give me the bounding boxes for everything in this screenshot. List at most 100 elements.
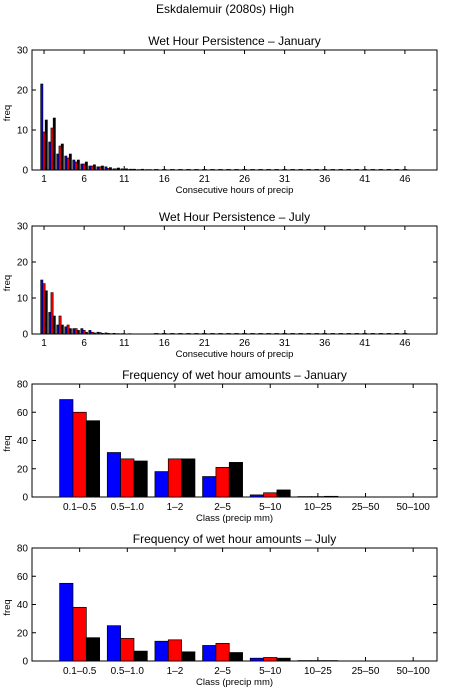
bar (64, 326, 68, 335)
bar (141, 168, 144, 171)
y-axis-label: freq (2, 599, 13, 615)
x-tick-label: 0.1–0.5 (63, 502, 97, 513)
bar (181, 458, 196, 498)
bar (98, 166, 102, 171)
bar (90, 165, 94, 171)
bar (125, 168, 128, 171)
bar (40, 83, 44, 171)
bar (109, 167, 112, 171)
chart-title: Wet Hour Persistence – July (159, 210, 310, 224)
bar (106, 452, 121, 498)
x-axis-label: Class (precip mm) (196, 677, 273, 688)
y-axis-label: freq (2, 105, 13, 121)
bar (276, 657, 291, 662)
chart-panels: Wet Hour Persistence – January0102030fre… (2, 34, 438, 688)
x-tick-label: 50–100 (396, 502, 430, 513)
chart-title: Frequency of wet hour amounts – July (133, 532, 336, 546)
bar (133, 168, 136, 171)
bar (114, 168, 118, 171)
bar (68, 328, 72, 335)
x-tick-label: 5–10 (259, 502, 282, 513)
x-tick-label: 1 (41, 174, 47, 185)
bar (84, 161, 88, 171)
bar (52, 117, 56, 171)
bar (59, 582, 74, 662)
bar (48, 312, 52, 335)
x-tick-label: 16 (159, 338, 171, 349)
y-tick-label: 20 (17, 86, 29, 97)
x-tick-label: 6 (81, 174, 87, 185)
y-tick-label: 80 (17, 380, 29, 391)
x-tick-label: 2–5 (214, 502, 231, 513)
bar (85, 637, 101, 662)
bar (120, 168, 124, 171)
bar (130, 168, 134, 171)
bar (112, 168, 116, 171)
y-tick-label: 10 (17, 126, 29, 137)
bar (66, 157, 70, 171)
y-tick-label: 40 (17, 600, 29, 611)
bar (76, 159, 80, 171)
bar (154, 471, 169, 498)
y-tick-label: 60 (17, 408, 29, 419)
bar (50, 292, 54, 335)
bar (92, 332, 96, 335)
bar (167, 639, 182, 662)
bar (80, 328, 84, 335)
bar (44, 290, 48, 335)
y-axis-label: freq (2, 435, 13, 451)
chart-panel-1: Wet Hour Persistence – January 0 10 20 30 fre… (2, 34, 438, 196)
bar (128, 168, 132, 171)
bar (100, 165, 104, 171)
bar (59, 399, 74, 498)
bar (74, 328, 78, 335)
bar (50, 127, 54, 171)
bar (324, 495, 339, 498)
y-tick-label: 20 (17, 464, 29, 475)
y-tick-label: 0 (22, 493, 28, 504)
bar (56, 324, 60, 335)
bar (249, 494, 264, 498)
bar (72, 411, 87, 498)
bar (58, 145, 62, 171)
chart-panel-4: Frequency of wet hour amounts – July 0 20 4… (2, 532, 438, 688)
bar (42, 131, 46, 171)
plot-frame (31, 49, 438, 171)
x-tick-label: 16 (159, 174, 171, 185)
x-tick-label: 10–25 (304, 502, 332, 513)
y-tick-label: 0 (22, 657, 28, 668)
y-tick-label: 0 (22, 166, 28, 177)
chart-title: Frequency of wet hour amounts – January (122, 368, 347, 382)
x-tick-label: 5–10 (259, 666, 282, 677)
bar (72, 159, 76, 171)
bar (276, 489, 291, 498)
bar (74, 161, 78, 171)
x-tick-label: 31 (279, 174, 291, 185)
bar (72, 606, 87, 662)
bar (60, 324, 64, 335)
y-tick-label: 20 (17, 258, 29, 269)
bar (92, 164, 96, 171)
x-tick-label: 11 (119, 338, 130, 349)
bar (202, 476, 217, 498)
bar (106, 168, 110, 171)
bar (263, 657, 278, 662)
bar (58, 315, 62, 335)
bar (117, 167, 120, 171)
y-tick-label: 30 (17, 222, 29, 233)
bar (112, 332, 116, 335)
bar (88, 165, 92, 171)
bar (88, 330, 92, 335)
x-tick-label: 1–2 (167, 502, 184, 513)
x-tick-label: 0.5–1.0 (111, 502, 145, 513)
x-tick-label: 50–100 (396, 666, 430, 677)
x-tick-label: 46 (399, 338, 411, 349)
bar (104, 332, 108, 335)
bar (90, 331, 94, 335)
bar (133, 460, 148, 498)
bar (98, 332, 102, 335)
bar (120, 458, 135, 498)
chart-title: Wet Hour Persistence – January (148, 34, 321, 48)
x-tick-label: 1–2 (167, 666, 184, 677)
